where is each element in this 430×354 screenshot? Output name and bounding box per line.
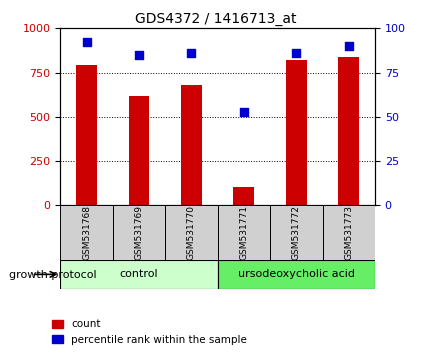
- Point: [187, 50, 194, 56]
- Text: GSM531773: GSM531773: [344, 205, 353, 260]
- Point: [292, 50, 299, 56]
- FancyBboxPatch shape: [322, 205, 374, 260]
- Legend: count, percentile rank within the sample: count, percentile rank within the sample: [48, 315, 251, 349]
- Point: [83, 40, 90, 45]
- Bar: [128, 96, 149, 205]
- Text: GDS4372 / 1416713_at: GDS4372 / 1416713_at: [135, 12, 295, 27]
- FancyBboxPatch shape: [60, 260, 217, 289]
- FancyBboxPatch shape: [165, 205, 217, 260]
- Bar: [338, 57, 359, 205]
- Point: [135, 52, 142, 58]
- Text: GSM531768: GSM531768: [82, 205, 91, 260]
- Point: [240, 109, 247, 114]
- Bar: [76, 65, 97, 205]
- FancyBboxPatch shape: [217, 205, 270, 260]
- Bar: [233, 187, 254, 205]
- Bar: [181, 85, 202, 205]
- Text: control: control: [120, 269, 158, 279]
- Text: GSM531771: GSM531771: [239, 205, 248, 260]
- Text: ursodeoxycholic acid: ursodeoxycholic acid: [237, 269, 354, 279]
- Text: GSM531770: GSM531770: [187, 205, 196, 260]
- FancyBboxPatch shape: [217, 260, 374, 289]
- FancyBboxPatch shape: [60, 205, 113, 260]
- Bar: [285, 60, 306, 205]
- Text: GSM531769: GSM531769: [134, 205, 143, 260]
- Text: GSM531772: GSM531772: [291, 205, 300, 260]
- FancyBboxPatch shape: [270, 205, 322, 260]
- Text: growth protocol: growth protocol: [9, 270, 96, 280]
- FancyBboxPatch shape: [113, 205, 165, 260]
- Point: [344, 43, 351, 49]
